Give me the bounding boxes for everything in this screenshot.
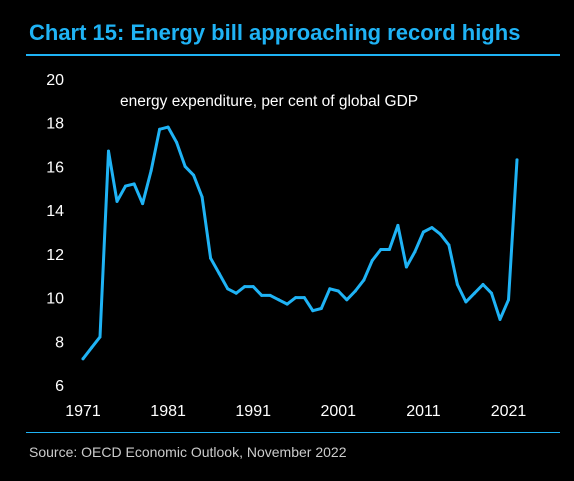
data-point <box>107 149 110 153</box>
data-point <box>362 278 366 282</box>
data-point <box>328 287 332 291</box>
data-point <box>183 164 187 168</box>
data-point <box>243 285 247 289</box>
x-tick-label: 1981 <box>150 403 186 420</box>
x-tick-label: 2021 <box>491 403 527 420</box>
data-point <box>430 226 434 230</box>
chart-title: Chart 15: Energy bill approaching record… <box>29 20 521 45</box>
data-point <box>464 300 468 304</box>
data-point <box>336 289 340 293</box>
series-points <box>81 125 519 361</box>
data-point <box>481 283 485 286</box>
data-point <box>404 265 408 269</box>
data-point <box>217 272 221 275</box>
y-tick-label: 8 <box>55 334 64 351</box>
y-tick-label: 6 <box>55 378 64 395</box>
data-point <box>141 202 145 206</box>
data-point <box>234 291 238 295</box>
data-point <box>294 296 298 300</box>
x-tick-label: 2011 <box>406 403 441 420</box>
data-point <box>473 291 476 295</box>
data-point <box>209 256 213 260</box>
footer-rule <box>26 432 560 433</box>
y-axis-ticks: 6 8 10 12 14 16 18 20 <box>46 72 64 395</box>
y-tick-label: 12 <box>46 247 64 264</box>
data-point <box>370 258 374 262</box>
x-tick-label: 2001 <box>320 403 356 420</box>
data-point <box>98 335 102 339</box>
data-point <box>166 125 170 129</box>
data-point <box>277 298 281 302</box>
data-point <box>115 199 119 203</box>
data-point <box>285 302 289 306</box>
y-tick-label: 18 <box>46 116 64 133</box>
x-tick-label: 1971 <box>65 403 101 420</box>
data-point <box>413 250 417 254</box>
data-point <box>396 223 400 227</box>
data-point <box>421 230 425 234</box>
data-point <box>345 298 349 302</box>
data-point <box>319 307 323 310</box>
y-tick-label: 14 <box>46 203 64 220</box>
data-point <box>447 243 451 247</box>
data-point <box>311 309 315 313</box>
data-point <box>192 173 196 177</box>
y-tick-label: 16 <box>46 159 64 176</box>
y-tick-label: 10 <box>46 291 64 308</box>
data-point <box>498 317 502 321</box>
data-point <box>379 248 383 251</box>
chart-subtitle: energy expenditure, per cent of global G… <box>120 93 418 110</box>
data-point <box>200 195 204 199</box>
series-line <box>81 125 519 361</box>
y-tick-label: 20 <box>46 72 64 89</box>
data-point <box>81 357 85 361</box>
data-point <box>149 169 153 173</box>
title-rule <box>26 54 560 56</box>
data-point <box>455 283 459 286</box>
data-point <box>515 158 519 162</box>
data-point <box>387 248 391 251</box>
data-point <box>124 184 127 188</box>
data-point <box>251 285 255 289</box>
data-point <box>226 287 230 291</box>
data-point <box>158 127 162 131</box>
data-point <box>90 346 93 350</box>
data-point <box>260 293 264 297</box>
x-tick-label: 1991 <box>235 403 271 420</box>
data-point <box>490 291 493 295</box>
data-point <box>268 293 272 297</box>
source-note: Source: OECD Economic Outlook, November … <box>29 444 347 460</box>
x-axis-ticks: 1971 1981 1991 2001 2011 2021 <box>65 403 526 420</box>
data-point <box>438 232 442 236</box>
data-point <box>507 298 510 302</box>
data-point <box>175 140 179 144</box>
data-point <box>132 182 136 186</box>
data-point <box>302 296 306 300</box>
data-point <box>353 289 357 293</box>
